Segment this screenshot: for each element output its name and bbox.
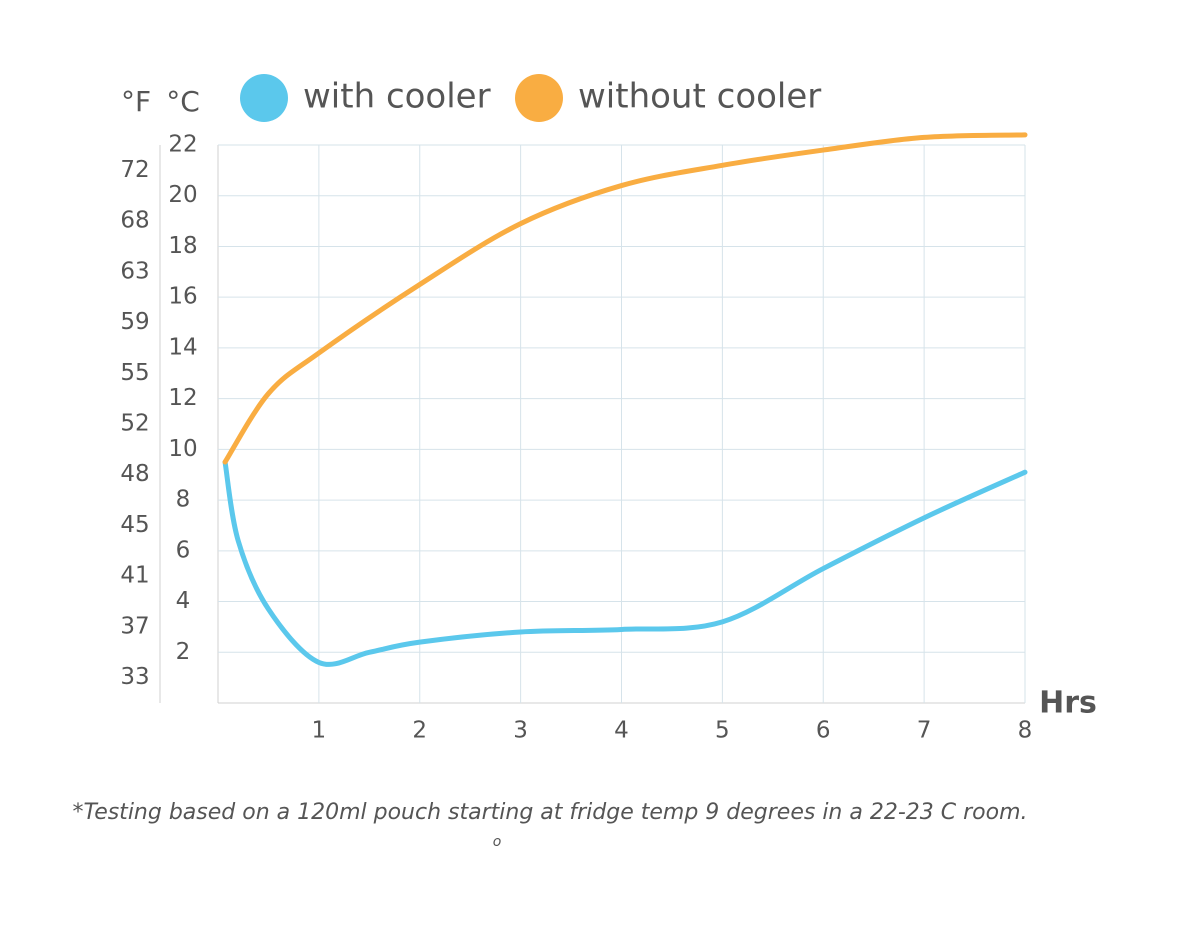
y2-tick-label: 72 [120, 157, 149, 183]
y-tick-label: 22 [168, 132, 197, 158]
x-tick-label: 6 [816, 718, 831, 744]
y-tick-label: 20 [168, 182, 197, 208]
y2-tick-label: 45 [120, 512, 149, 538]
y-tick-label: 12 [168, 385, 197, 411]
y-tick-label: 10 [168, 436, 197, 462]
x-tick-label: 3 [513, 718, 528, 744]
y2-tick-label: 55 [120, 360, 149, 386]
y2-unit: °F [121, 85, 151, 118]
y-tick-label: 4 [176, 588, 191, 614]
y-tick-label: 16 [168, 284, 197, 310]
legend-label: with cooler [303, 77, 491, 117]
x-tick-label: 2 [412, 718, 427, 744]
y-tick-label: 6 [176, 537, 191, 563]
y-tick-label: 2 [176, 639, 191, 665]
y-tick-label: 14 [168, 334, 197, 360]
y2-tick-label: 33 [120, 664, 149, 690]
x-tick-label: 4 [614, 718, 629, 744]
y-tick-label: 18 [168, 233, 197, 259]
y2-tick-label: 59 [120, 309, 149, 335]
x-tick-label: 1 [312, 718, 327, 744]
y-unit: °C [166, 85, 200, 118]
footnote: *Testing based on a 120ml pouch starting… [72, 800, 1027, 825]
y2-tick-label: 63 [120, 258, 149, 284]
x-tick-label: 5 [715, 718, 730, 744]
footnote-mark: o [493, 834, 502, 850]
y-tick-label: 8 [176, 487, 191, 513]
y2-tick-label: 48 [120, 461, 149, 487]
line [222, 459, 1028, 667]
legend-swatch [240, 74, 288, 122]
y2-tick-label: 37 [120, 613, 149, 639]
legend-label: without cooler [578, 77, 821, 117]
line [222, 132, 1028, 465]
x-tick-label: 7 [917, 718, 932, 744]
y2-tick-label: 41 [120, 563, 149, 589]
y2-tick-label: 52 [120, 411, 149, 437]
legend-swatch [515, 74, 563, 122]
x-tick-label: 8 [1018, 718, 1033, 744]
y2-tick-label: 68 [120, 208, 149, 234]
x-axis-title: Hrs [1039, 686, 1097, 721]
